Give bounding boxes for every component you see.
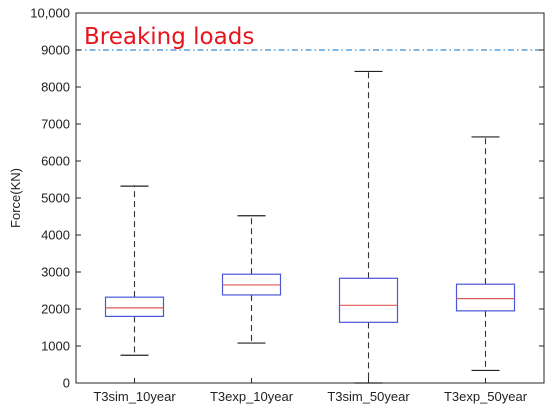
y-axis: 0 1000 2000 3000 4000 5000 6000 7000 8000 9000 10,…: [30, 6, 544, 391]
plot-area: [75, 12, 545, 384]
x-axis: T3sim_10year T3exp_10year T3sim_50year T3ex…: [93, 378, 528, 404]
iqr-box: [104, 296, 165, 318]
y-tick-label: 0: [63, 376, 70, 391]
breaking-load-label: Breaking loads: [84, 24, 254, 50]
y-tick-label: 6000: [41, 154, 70, 169]
y-tick-label: 4000: [41, 228, 70, 243]
box-t3sim-10year: [104, 185, 165, 356]
y-tick-label: 9000: [41, 43, 70, 58]
x-tick-label: T3sim_10year: [93, 389, 176, 404]
iqr-box: [338, 277, 399, 323]
y-tick-label: 8000: [41, 80, 70, 95]
x-tick-label: T3exp_10year: [210, 389, 294, 404]
x-tick-label: T3exp_50year: [444, 389, 528, 404]
y-tick-label: 1000: [41, 339, 70, 354]
breaking-load-group: Breaking loads: [76, 24, 544, 51]
y-axis-label: Force(KN): [8, 168, 23, 228]
x-tick-label: T3sim_50year: [327, 389, 410, 404]
y-tick-label: 7000: [41, 117, 70, 132]
y-tick-label: 2000: [41, 302, 70, 317]
y-tick-label: 3000: [41, 265, 70, 280]
box-t3exp-10year: [221, 215, 282, 344]
box-t3exp-50year: [455, 136, 516, 372]
iqr-box: [455, 283, 516, 312]
y-tick-label: 10,000: [30, 6, 70, 21]
y-tick-label: 5000: [41, 191, 70, 206]
